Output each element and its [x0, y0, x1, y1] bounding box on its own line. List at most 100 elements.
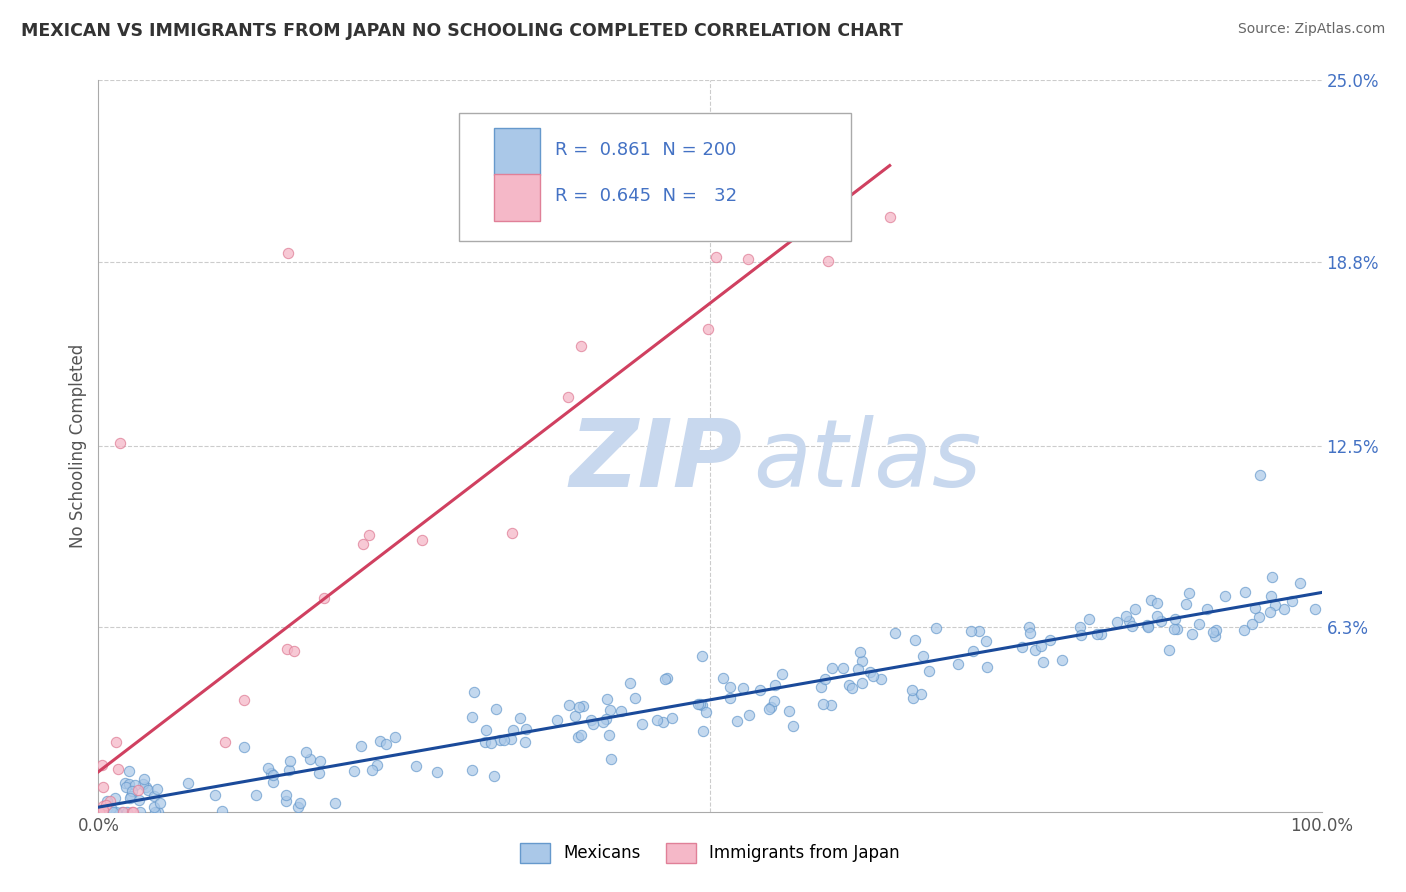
Point — [129, 805, 152, 819]
Text: R =  0.645  N =   32: R = 0.645 N = 32 — [555, 186, 737, 205]
Point — [91, 780, 114, 794]
Point — [1258, 605, 1281, 619]
Point — [759, 700, 782, 714]
Point — [733, 681, 755, 695]
Point — [499, 732, 522, 747]
Point — [1070, 628, 1092, 642]
Point — [489, 732, 512, 747]
Point — [1197, 601, 1219, 615]
Point — [1039, 632, 1062, 647]
Point — [232, 693, 254, 707]
Point — [366, 757, 388, 772]
Point — [1233, 623, 1256, 637]
Point — [121, 805, 143, 819]
Point — [661, 711, 683, 725]
Point — [725, 714, 748, 728]
Point — [631, 717, 654, 731]
Point — [211, 804, 233, 818]
Point — [904, 632, 927, 647]
Point — [901, 691, 924, 706]
Point — [1123, 602, 1146, 616]
Point — [851, 654, 873, 668]
Point — [595, 712, 617, 726]
Point — [204, 788, 226, 802]
Point — [1204, 629, 1226, 643]
Point — [1240, 617, 1263, 632]
Point — [384, 731, 406, 745]
Point — [128, 792, 150, 806]
Point — [278, 754, 301, 768]
Point — [763, 677, 786, 691]
Point — [1188, 617, 1211, 632]
Point — [1018, 620, 1040, 634]
Point — [1090, 626, 1112, 640]
Point — [718, 690, 741, 705]
Point — [567, 730, 589, 744]
Point — [737, 252, 759, 266]
Point — [960, 624, 983, 638]
Point — [1163, 622, 1185, 636]
Point — [111, 805, 134, 819]
Point — [277, 246, 299, 260]
Point — [645, 713, 668, 727]
Point — [1136, 619, 1159, 633]
Point — [426, 765, 449, 780]
Point — [283, 644, 305, 658]
Point — [832, 661, 855, 675]
Point — [900, 683, 922, 698]
Point — [294, 745, 316, 759]
Point — [1201, 624, 1223, 639]
Point — [105, 805, 128, 819]
Point — [288, 796, 311, 810]
Point — [405, 758, 427, 772]
Point — [782, 719, 804, 733]
Point — [361, 764, 384, 778]
Point — [846, 662, 869, 676]
Point — [509, 711, 531, 725]
Point — [654, 673, 676, 687]
Point — [1077, 612, 1099, 626]
Point — [569, 728, 592, 742]
Point — [1178, 586, 1201, 600]
Point — [177, 775, 200, 789]
Point — [1011, 640, 1033, 654]
Point — [1136, 620, 1159, 634]
Point — [1181, 626, 1204, 640]
Point — [884, 626, 907, 640]
Point — [814, 672, 837, 686]
Point — [114, 776, 136, 790]
Point — [368, 734, 391, 748]
Point — [475, 723, 498, 737]
Point — [277, 763, 299, 777]
Point — [912, 648, 935, 663]
Point — [112, 805, 135, 819]
Point — [695, 705, 717, 719]
Point — [91, 758, 114, 772]
Point — [697, 322, 720, 336]
Point — [1249, 468, 1271, 483]
Point — [976, 660, 998, 674]
Point — [581, 714, 603, 728]
Point — [91, 798, 114, 813]
Point — [323, 796, 346, 810]
Point — [686, 697, 709, 711]
Point — [599, 703, 621, 717]
Point — [89, 805, 111, 819]
Point — [862, 669, 884, 683]
Point — [1121, 618, 1143, 632]
Point — [1174, 597, 1197, 611]
Point — [260, 766, 283, 780]
Point — [115, 780, 138, 794]
Point — [502, 723, 524, 737]
Point — [515, 722, 537, 736]
Point — [1050, 653, 1073, 667]
Point — [1260, 589, 1282, 603]
Point — [287, 800, 309, 814]
Point — [105, 735, 128, 749]
Point — [770, 667, 793, 681]
Bar — [494, 174, 540, 221]
Point — [143, 789, 166, 803]
Point — [651, 714, 673, 729]
Point — [910, 687, 932, 701]
Point — [778, 704, 800, 718]
